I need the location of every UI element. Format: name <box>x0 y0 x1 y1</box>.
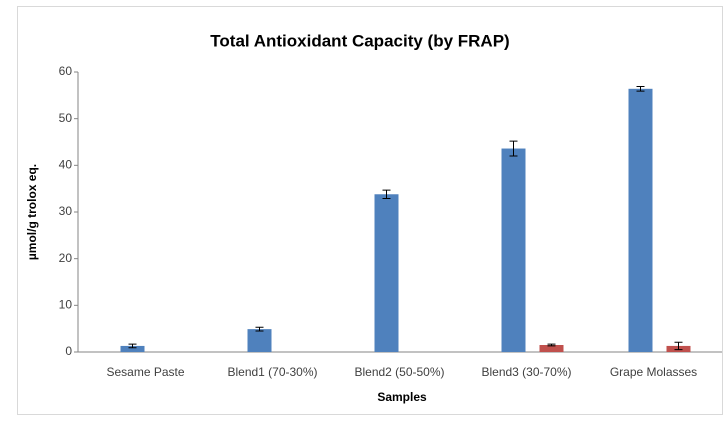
y-tick-label: 40 <box>59 158 73 172</box>
bar <box>628 88 653 353</box>
chart-title: Total Antioxidant Capacity (by FRAP) <box>210 31 509 50</box>
bar <box>501 148 526 352</box>
y-tick-label: 60 <box>59 64 73 78</box>
y-axis-title: µmol/g trolox eq. <box>25 164 39 260</box>
x-tick-label: Blend3 (30-70%) <box>481 365 571 379</box>
error-bar <box>509 140 518 157</box>
y-tick-label: 30 <box>59 204 73 218</box>
error-bar <box>382 189 391 199</box>
bar <box>539 345 564 352</box>
x-axis-title: Samples <box>377 390 427 404</box>
bar <box>120 345 145 352</box>
chart-border <box>17 6 723 415</box>
y-tick-label: 0 <box>65 344 72 358</box>
error-bar <box>674 341 683 351</box>
x-tick-label: Blend2 (50-50%) <box>354 365 444 379</box>
bar <box>247 329 272 352</box>
bar <box>374 194 399 352</box>
x-tick-label: Blend1 (70-30%) <box>227 365 317 379</box>
error-bar <box>128 343 137 349</box>
y-tick-label: 10 <box>59 298 73 312</box>
y-tick-label: 20 <box>59 251 73 265</box>
x-tick-label: Grape Molasses <box>610 365 697 379</box>
error-bar <box>255 326 264 332</box>
error-bar <box>547 343 556 347</box>
x-tick-label: Sesame Paste <box>106 365 184 379</box>
error-bar <box>636 85 645 92</box>
y-tick-label: 50 <box>59 111 73 125</box>
